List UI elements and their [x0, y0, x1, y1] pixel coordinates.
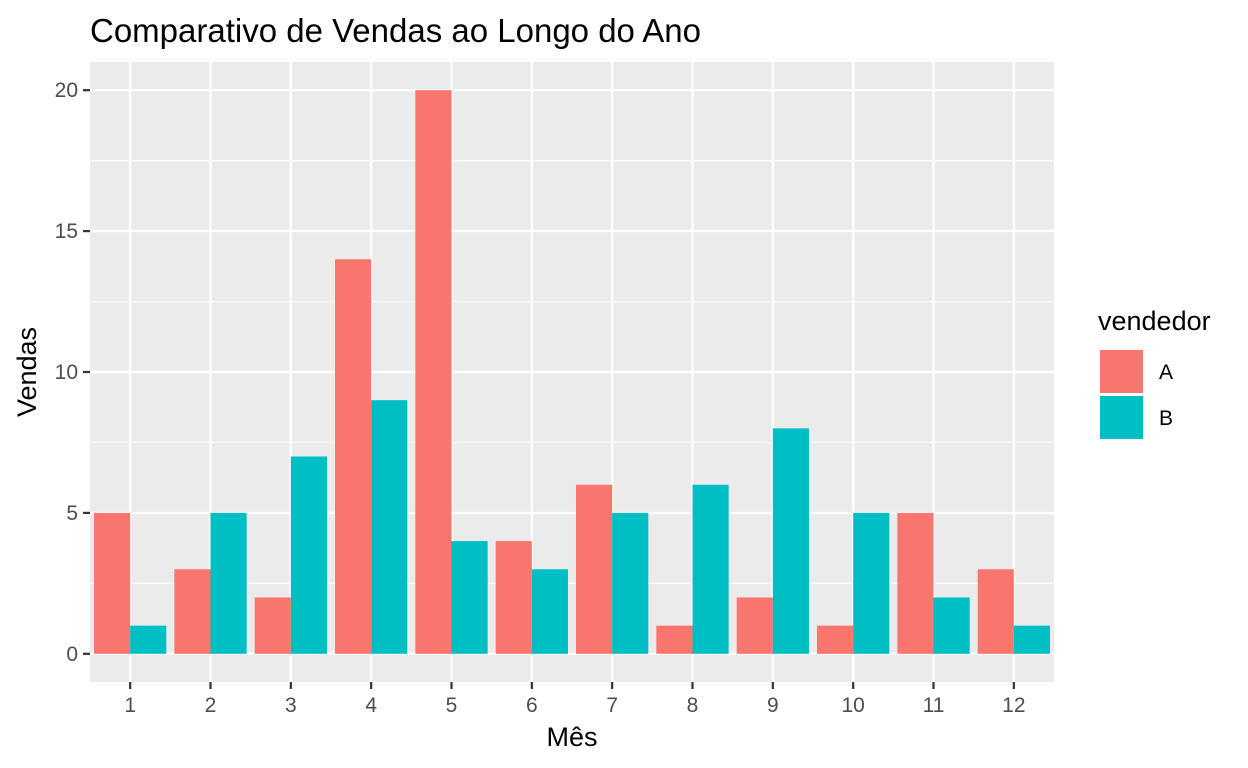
legend-key-A — [1100, 350, 1143, 393]
x-axis-title: Mês — [546, 722, 597, 752]
x-tick-label: 12 — [1002, 694, 1025, 717]
y-tick-label: 10 — [55, 361, 78, 384]
bar-B-9 — [772, 428, 809, 654]
bar-B-2 — [210, 512, 247, 654]
legend-title: vendedor — [1098, 306, 1211, 336]
bar-B-11 — [933, 597, 970, 654]
bar-B-12 — [1013, 625, 1050, 654]
bar-B-6 — [531, 569, 568, 654]
x-tick-label: 8 — [687, 694, 699, 717]
x-tick-label: 5 — [446, 694, 458, 717]
bar-A-4 — [335, 259, 372, 654]
grid-minor — [90, 160, 1054, 584]
legend-items: AB — [1100, 350, 1173, 439]
bar-A-3 — [254, 597, 291, 654]
legend-label-A: A — [1159, 361, 1173, 384]
bar-A-12 — [977, 569, 1014, 654]
bar-A-7 — [576, 484, 613, 654]
y-tick-label: 20 — [55, 79, 78, 102]
bar-A-10 — [817, 625, 854, 654]
x-tick-label: 4 — [365, 694, 377, 717]
x-tick-label: 7 — [606, 694, 618, 717]
bar-A-1 — [94, 512, 131, 654]
bars — [94, 90, 1050, 654]
y-axis-title: Vendas — [12, 327, 42, 417]
bar-B-1 — [130, 625, 167, 654]
x-tick-label: 9 — [767, 694, 779, 717]
x-tick-label: 11 — [923, 694, 945, 717]
bar-A-11 — [897, 512, 934, 654]
y-tick-label: 15 — [55, 220, 78, 243]
legend-label-B: B — [1159, 407, 1173, 430]
y-axis: 0 5 10 15 20 — [55, 79, 90, 666]
bar-B-5 — [451, 541, 488, 654]
bar-A-9 — [736, 597, 773, 654]
bar-A-6 — [495, 541, 532, 654]
bar-B-4 — [371, 400, 408, 654]
bar-B-10 — [853, 512, 890, 654]
x-tick-label: 2 — [205, 694, 217, 717]
x-tick-label: 3 — [285, 694, 297, 717]
y-tick-label: 5 — [66, 502, 78, 525]
bar-A-2 — [174, 569, 211, 654]
bar-B-7 — [612, 512, 649, 654]
x-tick-label: 1 — [124, 694, 136, 717]
bar-B-3 — [290, 456, 327, 654]
legend: vendedor AB — [1098, 306, 1211, 439]
bar-A-8 — [656, 625, 693, 654]
x-tick-label: 10 — [841, 694, 864, 717]
x-tick-label: 6 — [526, 694, 538, 717]
bar-A-5 — [415, 90, 452, 654]
y-tick-label: 0 — [66, 643, 78, 666]
x-axis: 1 2 3 4 5 6 7 8 9 10 11 12 — [124, 682, 1026, 717]
legend-key-B — [1100, 396, 1143, 439]
chart-title: Comparativo de Vendas ao Longo do Ano — [90, 12, 701, 49]
bar-B-8 — [692, 484, 729, 654]
